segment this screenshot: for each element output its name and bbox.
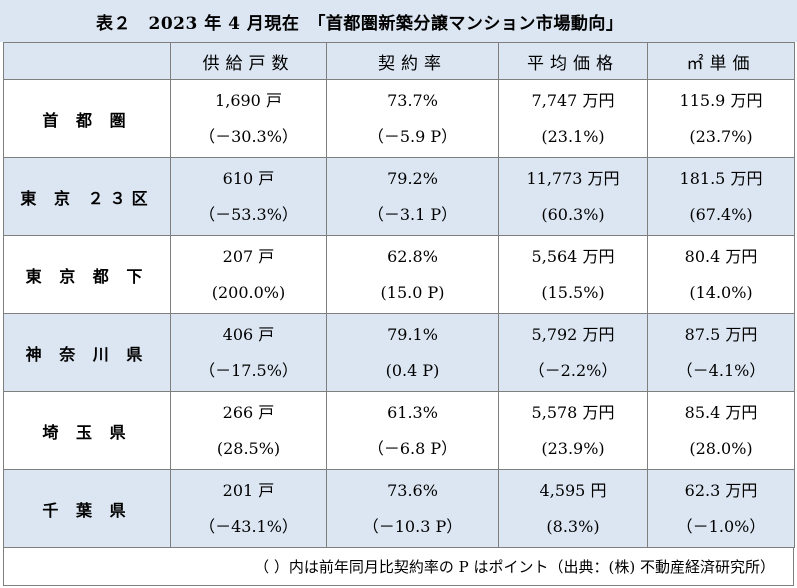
supply-value: 266 戸 xyxy=(222,402,275,422)
price-value: 5,792 万円 xyxy=(531,324,615,344)
rate-cell: 79.1% (0.4 P) xyxy=(326,313,499,392)
supply-change: （－53.3%） xyxy=(199,204,298,224)
table-title-text: 表２ 2023 年 4 月現在 「首都圏新築分譲マンション市場動向」 xyxy=(96,13,624,34)
price-cell: 11,773 万円 (60.3%) xyxy=(498,157,648,236)
table-row-chiba: 千 葉 県 201 戸 （－43.1%） 73.6% （－10.3 P） 4,595… xyxy=(3,469,795,548)
column-header-contract-rate: 契約率 xyxy=(326,42,499,80)
unit-price-change: （－1.0%） xyxy=(676,516,766,536)
market-table: 供給戸数 契約率 平均価格 ㎡単価 首 都 圏 1,690 戸 （－30.3%） … xyxy=(3,42,795,548)
rate-value: 79.1% xyxy=(387,324,438,344)
table-row-saitama: 埼 玉 県 266 戸 (28.5%) 61.3% （－6.8 P） 5,578 万… xyxy=(3,391,795,470)
price-cell: 5,792 万円 （－2.2%） xyxy=(498,313,648,392)
price-cell: 4,595 円 (8.3%) xyxy=(498,469,648,548)
column-header-supply: 供給戸数 xyxy=(170,42,327,80)
supply-change: （－30.3%） xyxy=(199,126,298,146)
column-header-unit-price: ㎡単価 xyxy=(647,42,795,80)
supply-cell: 1,690 戸 （－30.3%） xyxy=(170,79,327,158)
supply-change: （－43.1%） xyxy=(199,516,298,536)
unit-price-value: 85.4 万円 xyxy=(684,402,758,422)
supply-cell: 201 戸 （－43.1%） xyxy=(170,469,327,548)
price-change: (60.3%) xyxy=(541,204,605,224)
unit-price-change: （－4.1%） xyxy=(676,360,766,380)
rate-change: （－5.9 P） xyxy=(367,126,458,146)
rate-value: 73.6% xyxy=(387,480,438,500)
rate-cell: 79.2% （－3.1 P） xyxy=(326,157,499,236)
rate-change: (15.0 P) xyxy=(380,282,445,302)
header-corner xyxy=(3,42,171,80)
rate-change: （－6.8 P） xyxy=(367,438,458,458)
supply-value: 207 戸 xyxy=(222,246,275,266)
price-value: 7,747 万円 xyxy=(531,90,615,110)
rate-cell: 61.3% （－6.8 P） xyxy=(326,391,499,470)
unit-price-cell: 80.4 万円 (14.0%) xyxy=(647,235,795,314)
unit-price-cell: 87.5 万円 （－4.1%） xyxy=(647,313,795,392)
row-label: 東 京 都 下 xyxy=(3,235,171,314)
supply-cell: 406 戸 （－17.5%） xyxy=(170,313,327,392)
source-footnote: （ ）内は前年同月比契約率の P はポイント（出典：(株) 不動産経済研究所） xyxy=(3,548,794,586)
unit-price-value: 62.3 万円 xyxy=(684,480,758,500)
unit-price-cell: 181.5 万円 (67.4%) xyxy=(647,157,795,236)
table-row-kanagawa: 神 奈 川 県 406 戸 （－17.5%） 79.1% (0.4 P) 5,792… xyxy=(3,313,795,392)
table-row-tokyo-toka: 東 京 都 下 207 戸 (200.0%) 62.8% (15.0 P) 5,56… xyxy=(3,235,795,314)
supply-value: 201 戸 xyxy=(222,480,275,500)
price-value: 4,595 円 xyxy=(539,480,607,500)
unit-price-change: (14.0%) xyxy=(689,282,753,302)
footnote-text: （ ）内は前年同月比契約率の P はポイント（出典：(株) 不動産経済研究所） xyxy=(254,558,775,576)
supply-cell: 610 戸 （－53.3%） xyxy=(170,157,327,236)
unit-price-change: (23.7%) xyxy=(689,126,753,146)
unit-price-value: 115.9 万円 xyxy=(679,90,763,110)
rate-change: (0.4 P) xyxy=(385,360,440,380)
unit-price-change: (28.0%) xyxy=(689,438,753,458)
unit-price-cell: 85.4 万円 (28.0%) xyxy=(647,391,795,470)
price-change: (23.9%) xyxy=(541,438,605,458)
supply-value: 406 戸 xyxy=(222,324,275,344)
price-cell: 7,747 万円 (23.1%) xyxy=(498,79,648,158)
price-cell: 5,564 万円 (15.5%) xyxy=(498,235,648,314)
row-label: 埼 玉 県 xyxy=(3,391,171,470)
supply-value: 610 戸 xyxy=(222,168,275,188)
header-row: 供給戸数 契約率 平均価格 ㎡単価 xyxy=(3,42,795,80)
supply-change: (200.0%) xyxy=(211,282,286,302)
unit-price-cell: 115.9 万円 (23.7%) xyxy=(647,79,795,158)
price-change: (23.1%) xyxy=(541,126,605,146)
rate-value: 61.3% xyxy=(387,402,438,422)
rate-change: （－10.3 P） xyxy=(362,516,463,536)
rate-cell: 62.8% (15.0 P) xyxy=(326,235,499,314)
price-value: 5,578 万円 xyxy=(531,402,615,422)
price-change: (15.5%) xyxy=(541,282,605,302)
supply-value: 1,690 戸 xyxy=(215,90,282,110)
rate-cell: 73.6% （－10.3 P） xyxy=(326,469,499,548)
row-label: 首 都 圏 xyxy=(3,79,171,158)
unit-price-value: 87.5 万円 xyxy=(684,324,758,344)
rate-value: 79.2% xyxy=(387,168,438,188)
price-value: 5,564 万円 xyxy=(531,246,615,266)
rate-value: 62.8% xyxy=(387,246,438,266)
table-row-tokyo-23ku: 東 京 ２３区 610 戸 （－53.3%） 79.2% （－3.1 P） 11,7… xyxy=(3,157,795,236)
column-header-average-price: 平均価格 xyxy=(498,42,648,80)
price-cell: 5,578 万円 (23.9%) xyxy=(498,391,648,470)
rate-value: 73.7% xyxy=(387,90,438,110)
row-label: 千 葉 県 xyxy=(3,469,171,548)
unit-price-cell: 62.3 万円 （－1.0%） xyxy=(647,469,795,548)
price-value: 11,773 万円 xyxy=(526,168,620,188)
unit-price-value: 80.4 万円 xyxy=(684,246,758,266)
rate-cell: 73.7% （－5.9 P） xyxy=(326,79,499,158)
row-label: 神 奈 川 県 xyxy=(3,313,171,392)
unit-price-value: 181.5 万円 xyxy=(679,168,763,188)
row-label: 東 京 ２３区 xyxy=(3,157,171,236)
supply-cell: 207 戸 (200.0%) xyxy=(170,235,327,314)
price-change: （－2.2%） xyxy=(528,360,618,380)
unit-price-change: (67.4%) xyxy=(689,204,753,224)
supply-change: (28.5%) xyxy=(216,438,281,458)
supply-change: （－17.5%） xyxy=(199,360,298,380)
rate-change: （－3.1 P） xyxy=(367,204,458,224)
table-row-shutoken: 首 都 圏 1,690 戸 （－30.3%） 73.7% （－5.9 P） 7,74… xyxy=(3,79,795,158)
supply-cell: 266 戸 (28.5%) xyxy=(170,391,327,470)
table-title: 表２ 2023 年 4 月現在 「首都圏新築分譲マンション市場動向」 xyxy=(0,0,797,42)
price-change: (8.3%) xyxy=(546,516,600,536)
